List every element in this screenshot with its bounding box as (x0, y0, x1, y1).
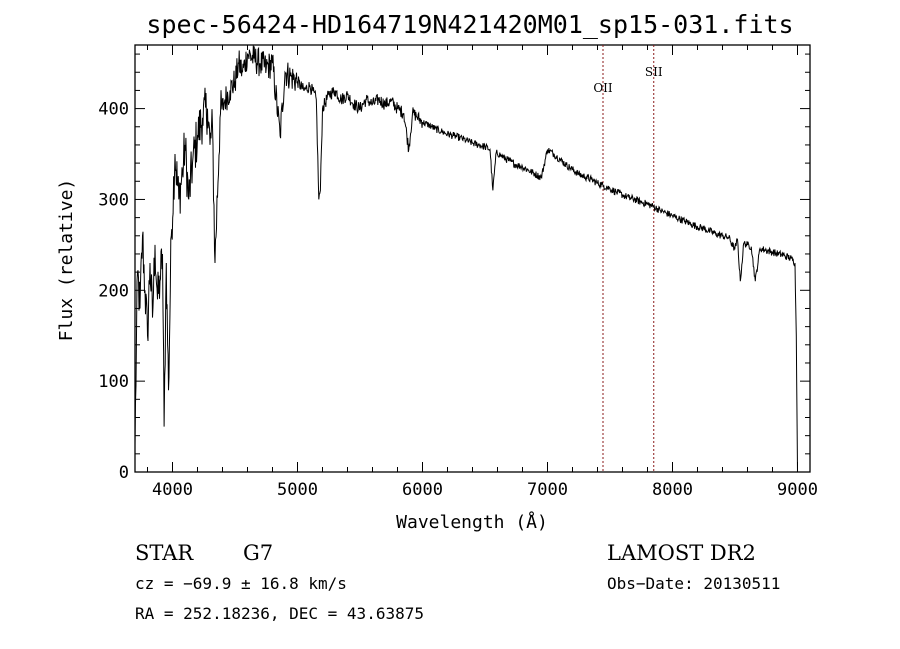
y-axis: 0 100 200 300 400 (98, 53, 810, 483)
y-tick-label-0: 0 (119, 463, 129, 483)
y-tick-label-4: 400 (98, 100, 129, 120)
vline-label-oii: OII (593, 81, 613, 95)
y-tick-label-3: 300 (98, 190, 129, 210)
spectrum-line (134, 45, 798, 473)
info-panel: STAR G7 LAMOST DR2 cz = −69.9 ± 16.8 km/… (135, 541, 780, 623)
x-axis: 4000 5000 6000 7000 8000 9000 (147, 45, 818, 500)
x-tick-label-0: 4000 (152, 480, 193, 500)
plot-frame (134, 44, 811, 473)
redshift-cz: cz = −69.9 ± 16.8 km/s (135, 574, 347, 593)
x-tick-label-5: 9000 (777, 480, 818, 500)
x-tick-label-3: 7000 (527, 480, 568, 500)
object-subclass: G7 (243, 541, 273, 565)
y-tick-label-1: 100 (98, 372, 129, 392)
y-axis-label: Flux (relative) (56, 179, 77, 342)
chart-title: spec-56424-HD164719N421420M01_sp15-031.f… (146, 10, 793, 39)
x-tick-label-4: 8000 (652, 480, 693, 500)
y-tick-label-2: 200 (98, 281, 129, 301)
object-class: STAR (135, 541, 194, 565)
x-axis-label: Wavelength (Å) (396, 511, 548, 533)
observation-date: Obs−Date: 20130511 (607, 574, 780, 593)
ra-dec: RA = 252.18236, DEC = 43.63875 (135, 604, 424, 623)
survey-name: LAMOST DR2 (607, 541, 756, 565)
plot-area: 4000 5000 6000 7000 8000 9000 0 100 200 300 400 O… (98, 44, 818, 500)
vline-label-sii: SII (645, 65, 663, 79)
x-tick-label-2: 6000 (402, 480, 443, 500)
x-tick-label-1: 5000 (277, 480, 318, 500)
emission-line-markers: OII SII (593, 45, 663, 472)
